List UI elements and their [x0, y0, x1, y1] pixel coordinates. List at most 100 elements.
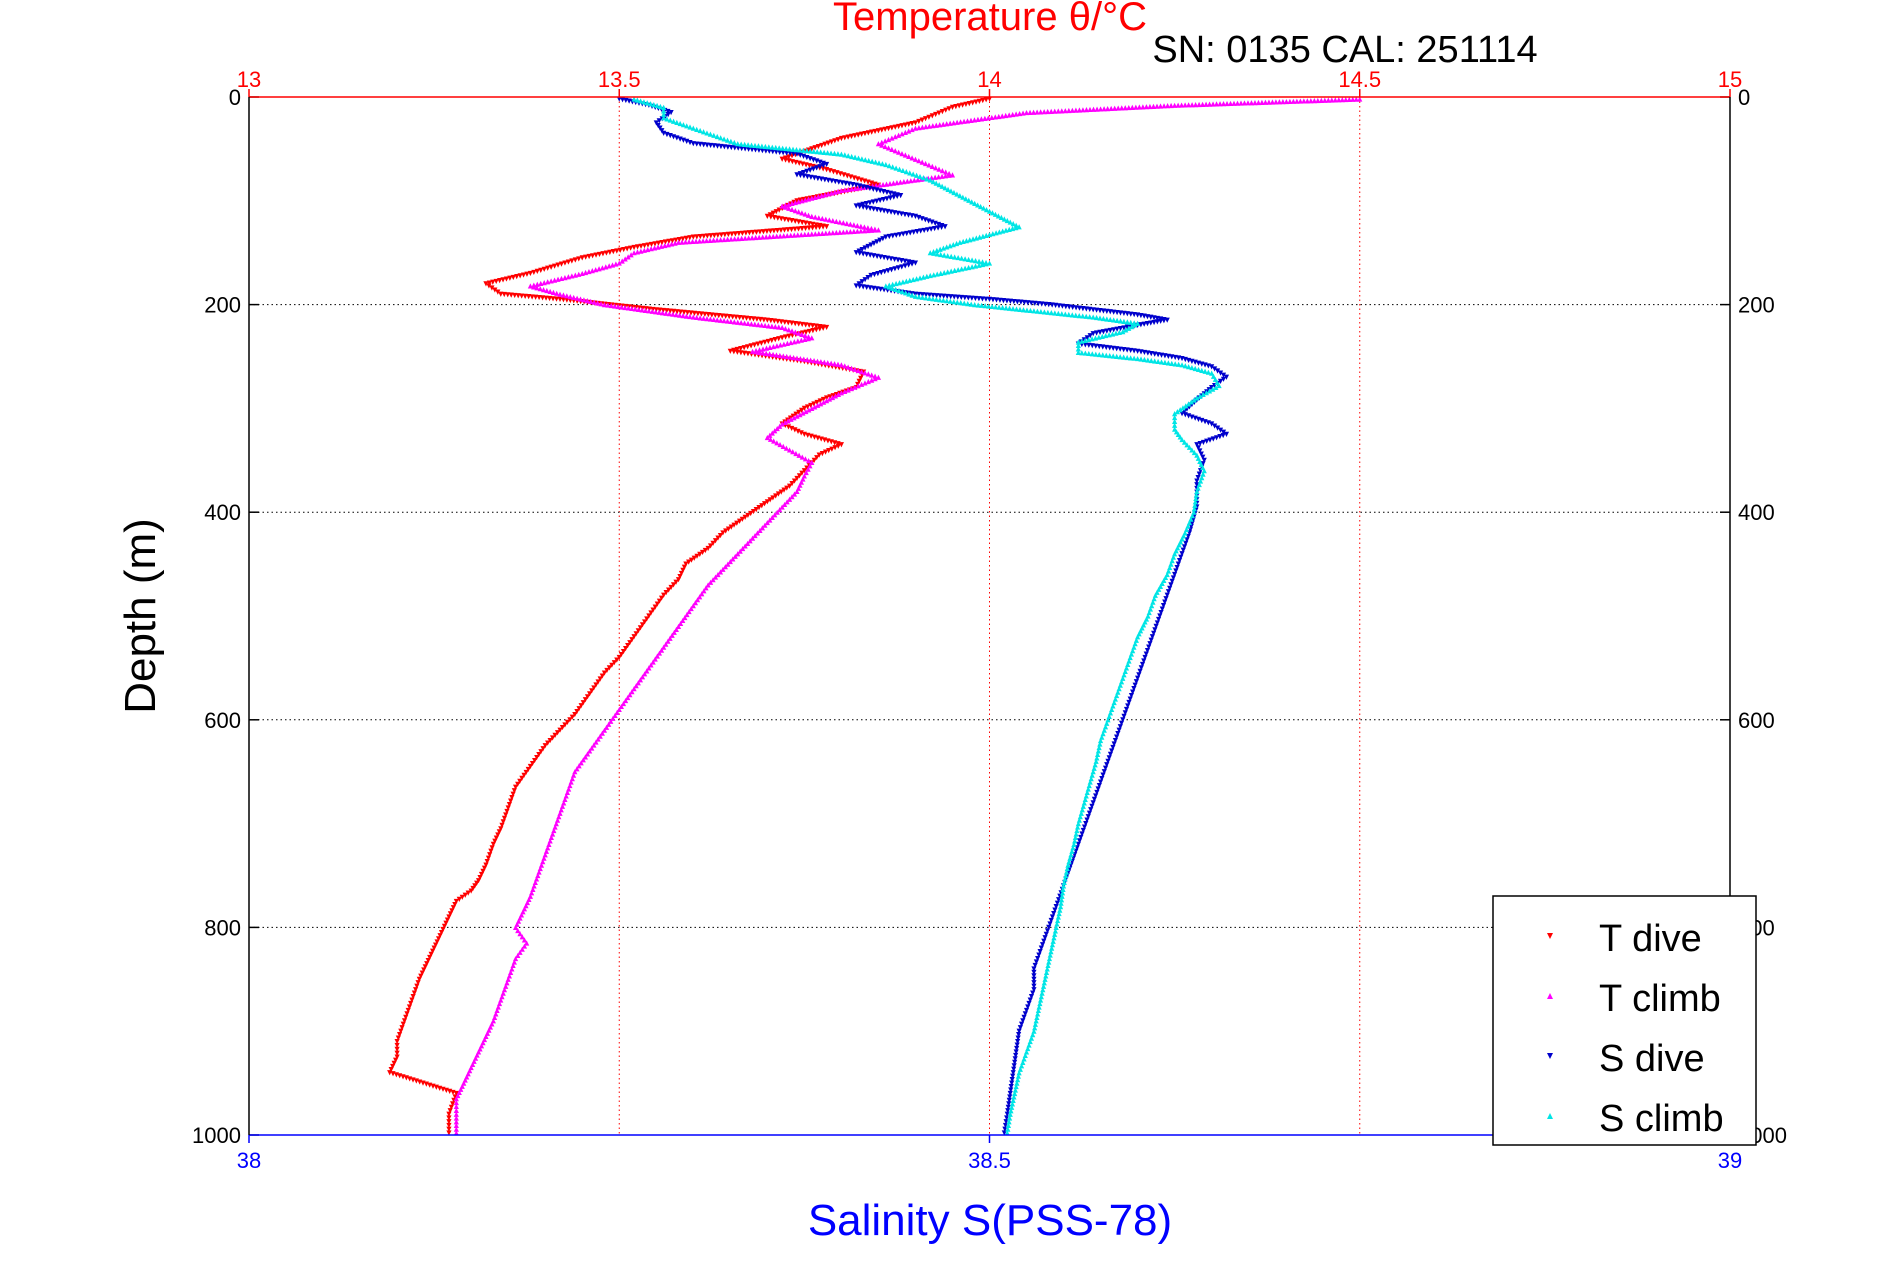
data-point: [1155, 616, 1162, 623]
data-point: [790, 449, 796, 455]
data-point: [739, 516, 745, 522]
data-point: [622, 646, 629, 652]
data-point: [622, 697, 629, 704]
data-point: [909, 292, 915, 298]
data-point: [756, 147, 762, 153]
data-point: [1146, 644, 1152, 650]
data-point: [1066, 107, 1072, 114]
data-point: [1030, 990, 1036, 996]
data-point: [1097, 741, 1103, 747]
data-point: [771, 318, 777, 324]
legend-label: S dive: [1599, 1038, 1705, 1080]
data-point: [890, 281, 896, 287]
data-point: [937, 297, 943, 303]
data-point: [654, 601, 660, 607]
data-point: [728, 236, 734, 242]
data-point: [388, 1067, 394, 1073]
data-point: [799, 226, 805, 232]
data-point: [1106, 332, 1112, 338]
data-point: [1169, 360, 1175, 366]
data-point: [789, 206, 795, 213]
data-point: [948, 188, 954, 194]
data-point: [1131, 355, 1137, 361]
data-point: [791, 339, 797, 345]
data-point: [1154, 103, 1160, 109]
data-point: [1093, 351, 1099, 357]
legend-label: T climb: [1599, 978, 1721, 1020]
data-point: [810, 323, 816, 329]
data-point: [934, 251, 940, 257]
data-point: [757, 527, 763, 533]
data-point: [515, 927, 521, 934]
data-point: [1096, 344, 1102, 350]
data-point: [835, 443, 841, 449]
data-point: [769, 514, 775, 520]
data-point: [1238, 100, 1244, 106]
data-point: [838, 187, 844, 194]
data-point: [654, 653, 660, 659]
data-point: [576, 706, 582, 712]
data-point: [677, 120, 683, 127]
data-point: [1167, 585, 1173, 591]
data-point: [1177, 407, 1183, 413]
data-point: [1205, 369, 1211, 375]
data-point: [672, 240, 678, 246]
data-point: [1157, 613, 1163, 619]
data-point: [665, 638, 671, 644]
data-point: [1009, 1077, 1015, 1083]
data-point: [1081, 824, 1088, 830]
data-point: [1172, 418, 1178, 424]
data-point: [868, 242, 874, 248]
data-point: [631, 634, 637, 640]
data-point: [1036, 1004, 1042, 1010]
data-point: [946, 106, 952, 112]
data-point: [760, 229, 767, 235]
data-point: [1073, 831, 1079, 837]
data-point: [972, 295, 978, 302]
data-point: [1158, 359, 1165, 365]
data-point: [446, 1111, 452, 1117]
data-point: [945, 269, 951, 275]
data-point: [902, 129, 908, 135]
data-point: [1077, 814, 1083, 820]
data-point: [601, 670, 608, 676]
data-point: [799, 454, 805, 460]
data-point: [1172, 361, 1178, 367]
data-point: [1075, 339, 1081, 345]
data-point: [1080, 107, 1086, 113]
data-point: [931, 272, 937, 278]
data-point: [589, 745, 595, 751]
data-point: [795, 232, 801, 238]
data-point: [1276, 99, 1283, 105]
data-point: [875, 374, 882, 380]
data-point: [1213, 384, 1219, 390]
data-point: [1110, 744, 1116, 751]
data-point: [852, 384, 858, 390]
data-point: [869, 372, 875, 378]
data-point: [944, 293, 950, 300]
data-point: [785, 320, 791, 326]
data-point: [1001, 216, 1007, 222]
data-point: [598, 301, 604, 307]
data-point: [1145, 357, 1151, 363]
data-point: [759, 148, 766, 154]
data-point: [788, 416, 794, 422]
data-point: [789, 425, 795, 432]
data-point: [1013, 1049, 1019, 1055]
data-point: [1184, 442, 1190, 448]
data-point: [1082, 796, 1088, 802]
data-point: [757, 316, 764, 323]
data-point: [1033, 959, 1039, 965]
data-point: [749, 235, 755, 241]
data-point: [1017, 306, 1023, 312]
data-point: [763, 345, 770, 351]
data-point: [657, 307, 663, 313]
data-point: [661, 592, 667, 598]
data-point: [697, 127, 703, 134]
data-point: [1021, 299, 1027, 306]
data-point: [971, 117, 978, 123]
data-point: [865, 225, 871, 231]
data-point: [768, 317, 774, 324]
data-point: [480, 868, 486, 874]
